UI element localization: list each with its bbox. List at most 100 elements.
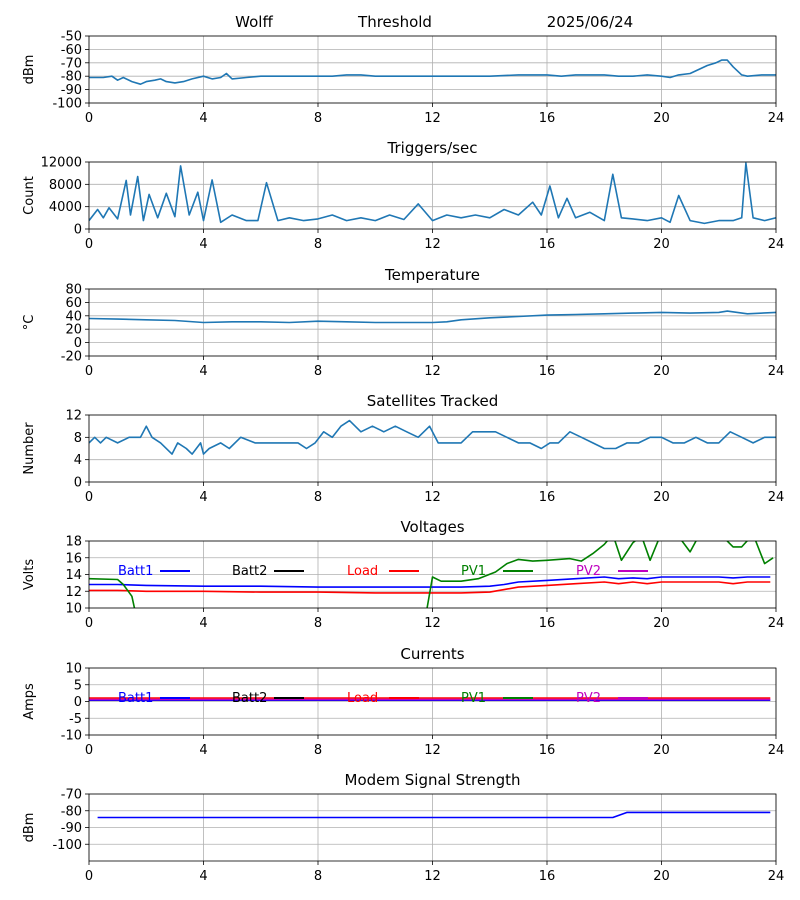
- y-tick-label: 10: [65, 662, 82, 677]
- x-tick-label: 24: [768, 111, 785, 126]
- y-tick-label: 12000: [41, 156, 82, 171]
- plot-frame: [88, 161, 777, 230]
- plot-frame: [88, 35, 777, 104]
- x-tick-label: 0: [85, 364, 93, 379]
- x-tick-label: 20: [653, 490, 670, 505]
- y-tick-label: -100: [52, 97, 82, 112]
- legend-label: Load: [347, 564, 378, 579]
- header-date: 2025/06/24: [547, 13, 633, 31]
- y-tick-label: -50: [61, 30, 82, 45]
- y-axis-label: Volts: [22, 559, 37, 591]
- series-line-2: [89, 310, 776, 324]
- plot-frame: [88, 793, 777, 862]
- x-tick-label: 4: [199, 869, 207, 884]
- x-tick-label: 24: [768, 869, 785, 884]
- y-tick-label: 5: [74, 678, 82, 693]
- x-tick-label: 20: [653, 111, 670, 126]
- chart-title: Triggers/sec: [387, 139, 478, 157]
- plot-frame: [88, 667, 777, 736]
- y-tick-label: -10: [61, 729, 82, 744]
- x-tick-label: 4: [199, 616, 207, 631]
- y-tick-label: 40: [65, 309, 82, 324]
- y-tick-label: -60: [61, 43, 82, 58]
- chart-panel: 0 4 8 12 16 20 24 -100-90-80-70-60-50 dBm: [22, 30, 784, 127]
- y-axis-label: dBm: [22, 813, 37, 843]
- header-site: Wolff: [235, 13, 273, 31]
- y-tick-label: -90: [61, 83, 82, 98]
- legend-label: PV1: [461, 691, 486, 706]
- y-tick-label: 80: [65, 283, 82, 298]
- chart-title: Temperature: [384, 266, 480, 284]
- legend-label: Batt1: [118, 564, 153, 579]
- chart-title: Currents: [400, 645, 464, 663]
- y-axis-label: Amps: [22, 683, 37, 720]
- y-tick-label: 10: [65, 602, 82, 617]
- series-line-Load: [89, 581, 771, 594]
- chart-title: Satellites Tracked: [367, 392, 498, 410]
- chart-title: Modem Signal Strength: [345, 771, 521, 789]
- x-tick-label: 0: [85, 616, 93, 631]
- y-tick-label: 4000: [49, 200, 82, 215]
- x-tick-label: 24: [768, 490, 785, 505]
- x-tick-label: 20: [653, 616, 670, 631]
- x-tick-label: 0: [85, 490, 93, 505]
- y-tick-label: -80: [61, 804, 82, 819]
- figure-header: Wolff Threshold 2025/06/24: [235, 13, 633, 31]
- y-tick-label: -80: [61, 70, 82, 85]
- x-tick-label: 16: [539, 490, 556, 505]
- chart-title: Voltages: [400, 518, 464, 536]
- y-tick-label: 14: [65, 568, 82, 583]
- x-tick-label: 24: [768, 616, 785, 631]
- x-tick-label: 8: [314, 490, 322, 505]
- y-tick-label: 18: [65, 535, 82, 550]
- legend-label: Load: [347, 691, 378, 706]
- y-tick-label: -70: [61, 56, 82, 71]
- x-tick-label: 20: [653, 364, 670, 379]
- x-tick-label: 8: [314, 869, 322, 884]
- y-tick-label: -20: [61, 350, 82, 365]
- series-line-PV1: [89, 541, 774, 608]
- y-axis-label: dBm: [22, 55, 37, 85]
- x-tick-label: 16: [539, 237, 556, 252]
- x-tick-label: 8: [314, 237, 322, 252]
- x-tick-label: 20: [653, 869, 670, 884]
- x-tick-label: 0: [85, 869, 93, 884]
- x-tick-label: 12: [424, 364, 441, 379]
- x-tick-label: 4: [199, 490, 207, 505]
- series-line-0: [89, 59, 776, 85]
- x-tick-label: 16: [539, 111, 556, 126]
- x-tick-label: 12: [424, 616, 441, 631]
- y-tick-label: 8: [74, 431, 82, 446]
- y-tick-label: -100: [52, 838, 82, 853]
- x-tick-label: 12: [424, 490, 441, 505]
- series-line-Batt1: [89, 576, 771, 588]
- x-tick-label: 20: [653, 743, 670, 758]
- y-tick-label: -5: [69, 712, 82, 727]
- x-tick-label: 12: [424, 111, 441, 126]
- y-tick-label: 60: [65, 296, 82, 311]
- y-tick-label: 8000: [49, 178, 82, 193]
- x-tick-label: 16: [539, 743, 556, 758]
- y-tick-label: -90: [61, 821, 82, 836]
- x-tick-label: 12: [424, 743, 441, 758]
- chart-panel: 0 4 8 12 16 20 24 -10 -5 0 510 Currents Amps Batt1 Bat…: [22, 645, 784, 758]
- series-line-3: [89, 419, 776, 455]
- legend-label: PV2: [576, 564, 601, 579]
- legend-label: Batt1: [118, 691, 153, 706]
- x-tick-label: 0: [85, 237, 93, 252]
- y-tick-label: -70: [61, 788, 82, 803]
- x-tick-label: 0: [85, 111, 93, 126]
- header-label: Threshold: [357, 13, 432, 31]
- plot-frame: [88, 288, 777, 357]
- y-tick-label: 0: [74, 476, 82, 491]
- x-tick-label: 16: [539, 869, 556, 884]
- chart-panel: 0 4 8 12 16 20 24 -100 -90 -80-70 Modem Signal Str…: [22, 771, 784, 884]
- x-tick-label: 20: [653, 237, 670, 252]
- x-tick-label: 4: [199, 111, 207, 126]
- legend-label: PV2: [576, 691, 601, 706]
- x-tick-label: 12: [424, 869, 441, 884]
